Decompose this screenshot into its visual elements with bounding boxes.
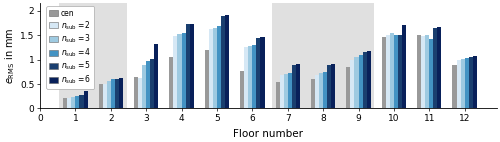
Y-axis label: $e_\mathrm{RMS}$ in mm: $e_\mathrm{RMS}$ in mm xyxy=(4,28,18,84)
Bar xyxy=(221,16,225,108)
Bar xyxy=(394,35,398,108)
Bar xyxy=(346,67,350,108)
Bar xyxy=(111,79,115,108)
Bar xyxy=(276,82,280,108)
Bar xyxy=(213,28,217,108)
Bar xyxy=(76,96,80,108)
Bar xyxy=(138,78,142,108)
Bar xyxy=(456,60,460,108)
Bar xyxy=(146,61,150,108)
Bar xyxy=(452,65,456,108)
Bar xyxy=(178,34,182,108)
Bar xyxy=(319,73,323,108)
Bar xyxy=(402,25,406,108)
Bar xyxy=(468,57,473,108)
Bar xyxy=(296,64,300,108)
Bar xyxy=(430,39,434,108)
Bar xyxy=(358,55,362,108)
Bar xyxy=(438,27,442,108)
Bar xyxy=(354,57,358,108)
Bar xyxy=(280,75,283,108)
Bar xyxy=(311,79,315,108)
Bar xyxy=(174,36,178,108)
Bar xyxy=(434,28,438,108)
Bar xyxy=(382,37,386,108)
Bar xyxy=(134,77,138,108)
Bar xyxy=(142,65,146,108)
Bar xyxy=(315,75,319,108)
Bar xyxy=(209,29,213,108)
Bar xyxy=(464,58,468,108)
Bar xyxy=(106,81,111,108)
Bar xyxy=(119,78,123,108)
Bar xyxy=(362,52,366,108)
Bar xyxy=(248,46,252,108)
Bar xyxy=(240,71,244,108)
Bar xyxy=(244,47,248,108)
Bar xyxy=(170,57,173,108)
Bar xyxy=(350,60,354,108)
Bar xyxy=(217,26,221,108)
Bar xyxy=(115,79,119,108)
Bar xyxy=(284,74,288,108)
Bar xyxy=(272,3,374,108)
Bar xyxy=(98,84,102,108)
Bar xyxy=(460,59,464,108)
Bar xyxy=(256,38,260,108)
Bar xyxy=(186,24,190,108)
Bar xyxy=(332,64,336,108)
Legend: cen, $n_\mathrm{sub} = 2$, $n_\mathrm{sub} = 3$, $n_\mathrm{sub} = 4$, $n_\mathr: cen, $n_\mathrm{sub} = 2$, $n_\mathrm{su… xyxy=(46,6,94,89)
Bar xyxy=(204,50,209,108)
Bar xyxy=(190,24,194,108)
Bar xyxy=(72,97,76,108)
Bar xyxy=(386,35,390,108)
Bar xyxy=(390,33,394,108)
Bar xyxy=(102,84,106,108)
Bar xyxy=(225,15,229,108)
Bar xyxy=(67,98,71,108)
Bar xyxy=(425,35,430,108)
Bar xyxy=(60,3,126,108)
Bar xyxy=(421,36,425,108)
Bar xyxy=(252,45,256,108)
Bar xyxy=(323,72,327,108)
Bar xyxy=(327,65,332,108)
Bar xyxy=(84,91,87,108)
Bar xyxy=(473,56,477,108)
Bar xyxy=(288,73,292,108)
Bar xyxy=(366,51,370,108)
Bar xyxy=(292,65,296,108)
Bar xyxy=(398,35,402,108)
Bar xyxy=(417,35,421,108)
Bar xyxy=(150,59,154,108)
Bar xyxy=(63,98,67,108)
Bar xyxy=(182,33,186,108)
X-axis label: Floor number: Floor number xyxy=(234,129,304,139)
Bar xyxy=(260,37,264,108)
Bar xyxy=(154,44,158,108)
Bar xyxy=(80,95,84,108)
